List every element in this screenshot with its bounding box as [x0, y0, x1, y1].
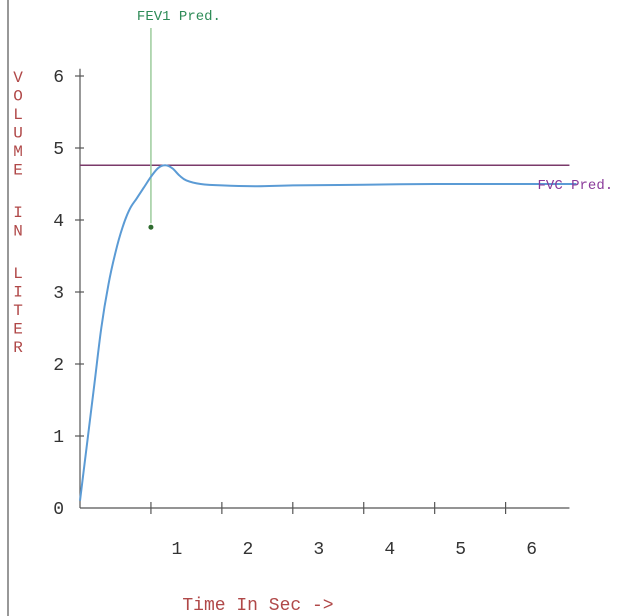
y-axis-label-letter: E: [13, 321, 23, 339]
y-tick-label: 3: [53, 284, 64, 304]
x-tick-label: 5: [455, 540, 466, 560]
y-axis-label-letter: M: [13, 143, 23, 161]
x-tick-label: 3: [313, 540, 324, 560]
x-tick-label: 1: [172, 540, 183, 560]
series-group: [79, 164, 577, 501]
y-axis-ticks: 0 1 2 3 4 5 6: [53, 68, 84, 520]
y-axis-label-letter: I: [13, 284, 23, 302]
y-tick-label: 4: [53, 212, 64, 232]
y-axis-label-letter: T: [13, 302, 23, 320]
y-tick-label: 2: [53, 356, 64, 376]
x-tick-label: 6: [526, 540, 537, 560]
y-axis-label-letter: E: [13, 162, 23, 180]
x-axis-ticks: 1 2 3 4 5 6: [150, 502, 537, 560]
y-tick-label: 1: [53, 428, 64, 448]
y-axis-label-letter: N: [13, 223, 23, 241]
fev1-pred-label: FEV1 Pred.: [137, 9, 221, 25]
y-axis-label-letter: R: [13, 339, 23, 357]
x-axis-label: Time In Sec ->: [182, 596, 333, 616]
series-line: [79, 164, 577, 501]
y-axis-label-letter: I: [13, 204, 23, 222]
y-axis-label-letter: L: [13, 106, 23, 124]
y-axis-label-letter: L: [13, 265, 23, 283]
y-tick-label: 6: [53, 68, 64, 88]
y-tick-label: 0: [53, 500, 64, 520]
x-tick-label: 2: [242, 540, 253, 560]
x-tick-label: 4: [384, 540, 395, 560]
fev1-pred-marker: [148, 224, 154, 230]
y-axis-label-letter: O: [13, 88, 23, 106]
y-axis-label-letter: U: [13, 125, 23, 143]
fvc-pred-label: FVC Pred.: [538, 178, 614, 194]
y-axis-label-letter: V: [13, 69, 23, 87]
y-tick-label: 5: [53, 140, 64, 160]
